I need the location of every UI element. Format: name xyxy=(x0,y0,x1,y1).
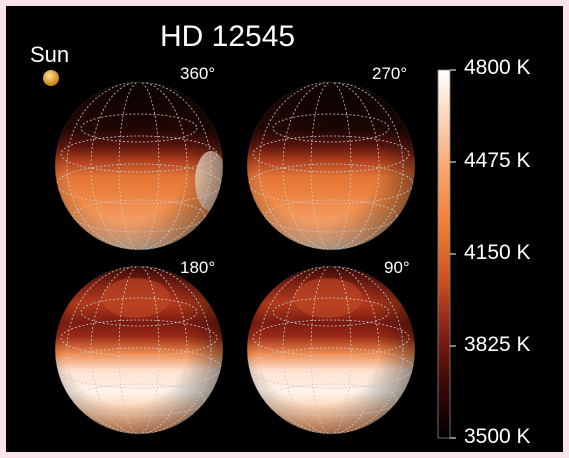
globe-360 xyxy=(55,82,223,250)
phase-label-270: 270° xyxy=(372,64,408,83)
colorbar-tick-label: 4800 K xyxy=(464,56,531,79)
figure-title: HD 12545 xyxy=(160,20,296,53)
sun-icon xyxy=(43,70,59,86)
globe-180 xyxy=(55,266,223,434)
colorbar-ticks xyxy=(450,69,456,439)
colorbar-tick-label: 3825 K xyxy=(464,333,531,356)
figure-frame: HD 12545 Sun 360° 270° 180° 90° 4800 K 4… xyxy=(6,6,563,452)
phase-label-360: 360° xyxy=(180,64,216,83)
colorbar xyxy=(437,69,451,439)
colorbar-tick-label: 3500 K xyxy=(464,425,531,448)
colorbar-tick-label: 4475 K xyxy=(464,149,531,172)
doppler-maps xyxy=(43,69,456,439)
sun-label: Sun xyxy=(30,42,70,67)
phase-label-90: 90° xyxy=(384,258,410,277)
globe-90 xyxy=(247,266,415,434)
phase-label-180: 180° xyxy=(180,258,216,277)
globe-270 xyxy=(247,82,415,250)
colorbar-tick-label: 4150 K xyxy=(464,241,531,264)
